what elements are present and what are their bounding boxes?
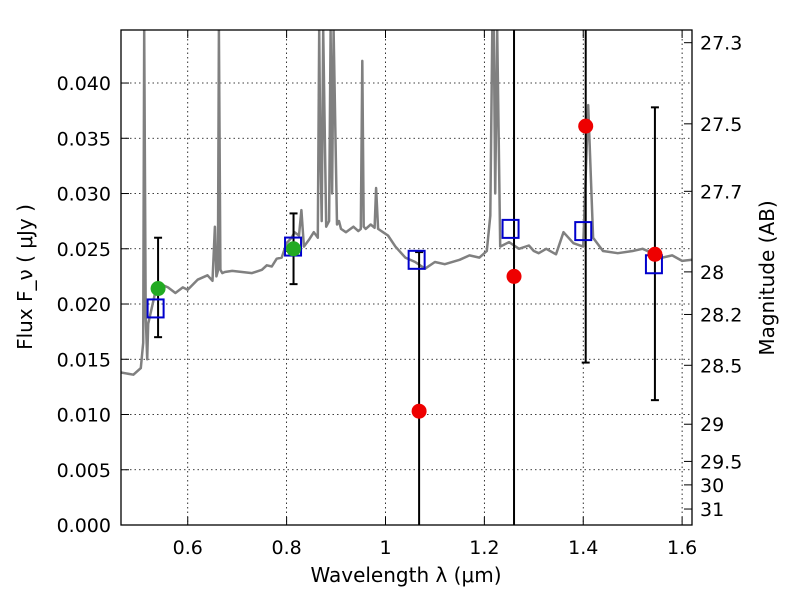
x-tick-label: 1: [379, 537, 391, 559]
x-tick-label: 0.6: [173, 537, 203, 559]
spectrum-line: [121, 30, 692, 376]
detection-point: [150, 281, 166, 297]
y-tick-label: 0.015: [57, 349, 111, 371]
upper_limit-point: [647, 246, 663, 262]
y-axis-title: Flux F_ν ( μJy ): [13, 204, 37, 350]
model-photometry-marker: [574, 221, 593, 242]
right-axis-title: Magnitude (AB): [755, 200, 779, 355]
x-tick-label: 0.8: [272, 537, 302, 559]
upper_limit-point: [411, 403, 427, 419]
x-tick-label: 1.2: [469, 537, 499, 559]
observed-markers: [150, 118, 663, 419]
magnitude-tick-label: 28: [700, 262, 724, 284]
y-tick-label: 0.020: [57, 294, 111, 316]
magnitude-tick-label: 30: [700, 475, 724, 497]
y-tick-label: 0.005: [57, 460, 111, 482]
x-tick-label: 1.4: [568, 537, 598, 559]
spectrum-layer: [121, 30, 692, 376]
model-photometry-marker: [501, 218, 520, 239]
y-tick-label: 0.025: [57, 239, 111, 261]
model-photometry-marker: [146, 298, 165, 319]
magnitude-tick-label: 29: [700, 414, 724, 436]
plot-background: [121, 30, 692, 525]
magnitude-tick-label: 27.5: [700, 114, 742, 136]
x-axis-title: Wavelength λ (μm): [310, 563, 501, 587]
magnitude-tick-label: 29.5: [700, 451, 742, 473]
magnitude-tick-label: 28.2: [700, 304, 742, 326]
upper_limit-point: [506, 268, 522, 284]
y-tick-label: 0.035: [57, 128, 111, 150]
x-tick-label: 1.6: [667, 537, 697, 559]
upper_limit-point: [578, 118, 594, 134]
y-tick-label: 0.040: [57, 73, 111, 95]
x-axis-ticks: 0.6 0.8 1 1.2 1.4 1.6: [173, 30, 697, 559]
magnitude-tick-label: 31: [700, 499, 724, 521]
y-axis-ticks: 0.000 0.005 0.010 0.015 0.020 0.025 0.030 0.035…: [57, 73, 129, 537]
plot-frame: [120, 29, 693, 526]
y-tick-label: 0.010: [57, 405, 111, 427]
magnitude-tick-label: 28.5: [700, 355, 742, 377]
detection-point: [286, 241, 302, 257]
model-photometry-marker: [407, 249, 426, 270]
magnitude-tick-label: 27.7: [700, 181, 742, 203]
y-tick-label: 0.030: [57, 184, 111, 206]
y-tick-label: 0.000: [57, 515, 111, 537]
magnitude-tick-label: 27.3: [700, 33, 742, 55]
